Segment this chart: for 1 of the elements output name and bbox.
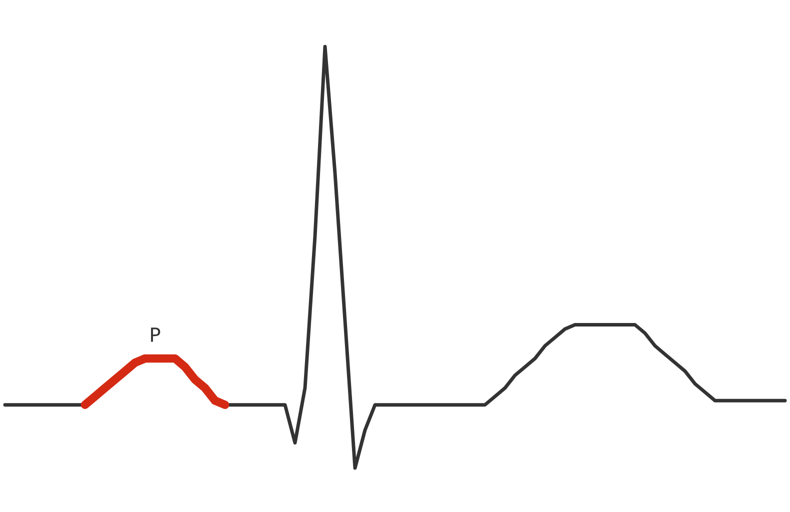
annotation: P <box>151 328 160 342</box>
